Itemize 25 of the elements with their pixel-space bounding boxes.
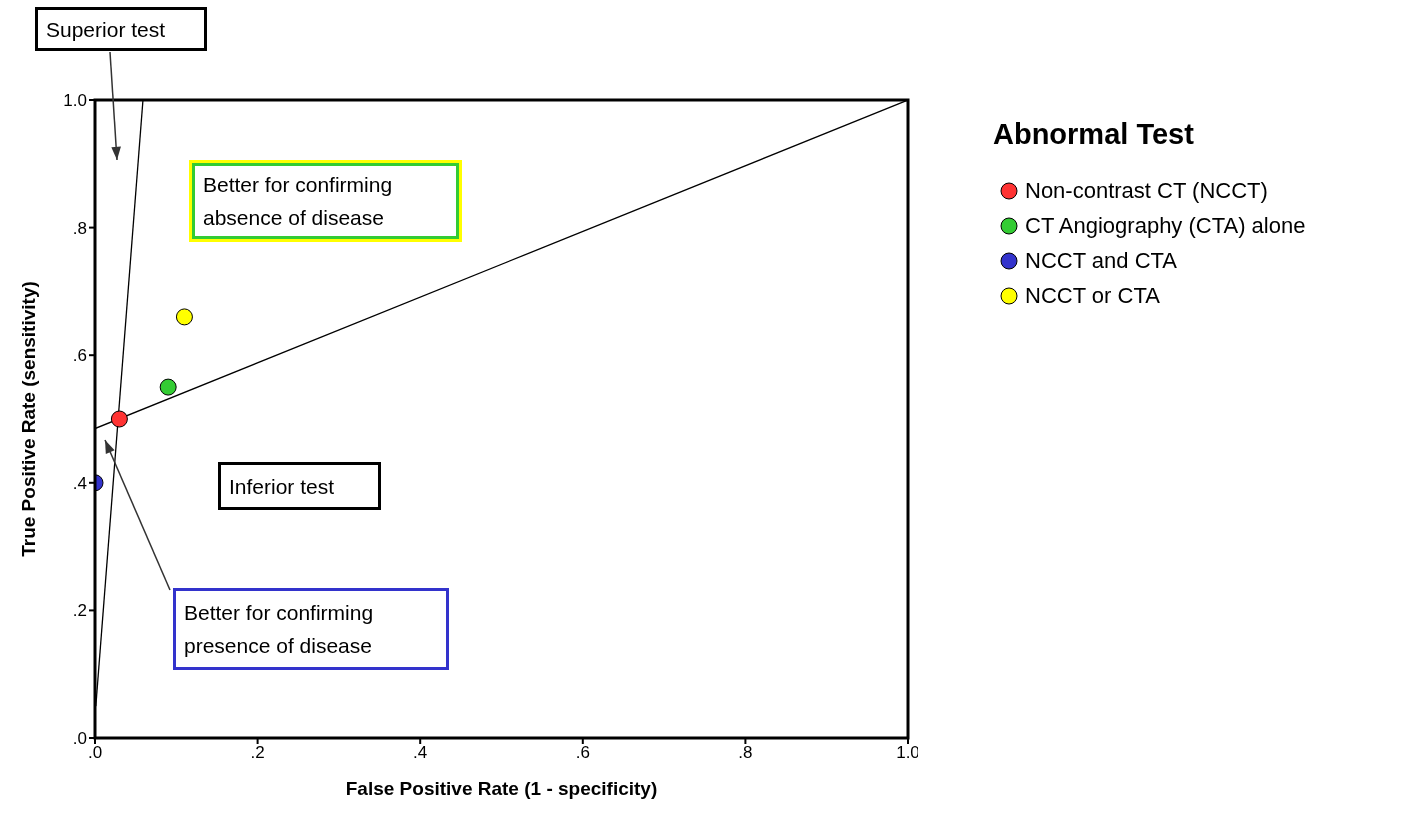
annotation: Better for confirming absence of disease — [203, 172, 394, 231]
y-tick-label: .8 — [72, 218, 87, 238]
legend-label: NCCT and CTA — [1025, 247, 1178, 274]
y-tick-label: .6 — [72, 346, 87, 366]
x-tick-label: .4 — [413, 743, 428, 763]
y-tick-label: .2 — [72, 601, 87, 621]
y-tick-label: 1.0 — [63, 91, 87, 111]
annotation: Better for confirming presence of disease — [184, 600, 375, 659]
y-tick-label: .0 — [72, 729, 87, 749]
text-box: Better for confirming absence of disease — [189, 160, 462, 242]
text-box: Inferior test — [218, 462, 381, 510]
y-axis-title: True Positive Rate (sensitivity) — [17, 281, 39, 557]
legend-title: Abnormal Test — [993, 118, 1195, 151]
x-axis-title: False Positive Rate (1 - specificity) — [345, 778, 658, 800]
text-box: Better for confirming presence of disease — [173, 588, 449, 670]
x-tick-label: .2 — [250, 743, 265, 763]
x-tick-label: .8 — [738, 743, 753, 763]
legend-label: Non-contrast CT (NCCT) — [1025, 177, 1268, 204]
annotation: Inferior test — [229, 473, 335, 500]
legend-label: CT Angiography (CTA) alone — [1025, 212, 1306, 239]
legend-label: NCCT or CTA — [1025, 282, 1160, 309]
y-tick-label: .4 — [72, 473, 87, 493]
text-box: Superior test — [35, 7, 207, 51]
x-tick-label: .0 — [87, 743, 103, 763]
x-tick-label: .6 — [575, 743, 590, 763]
